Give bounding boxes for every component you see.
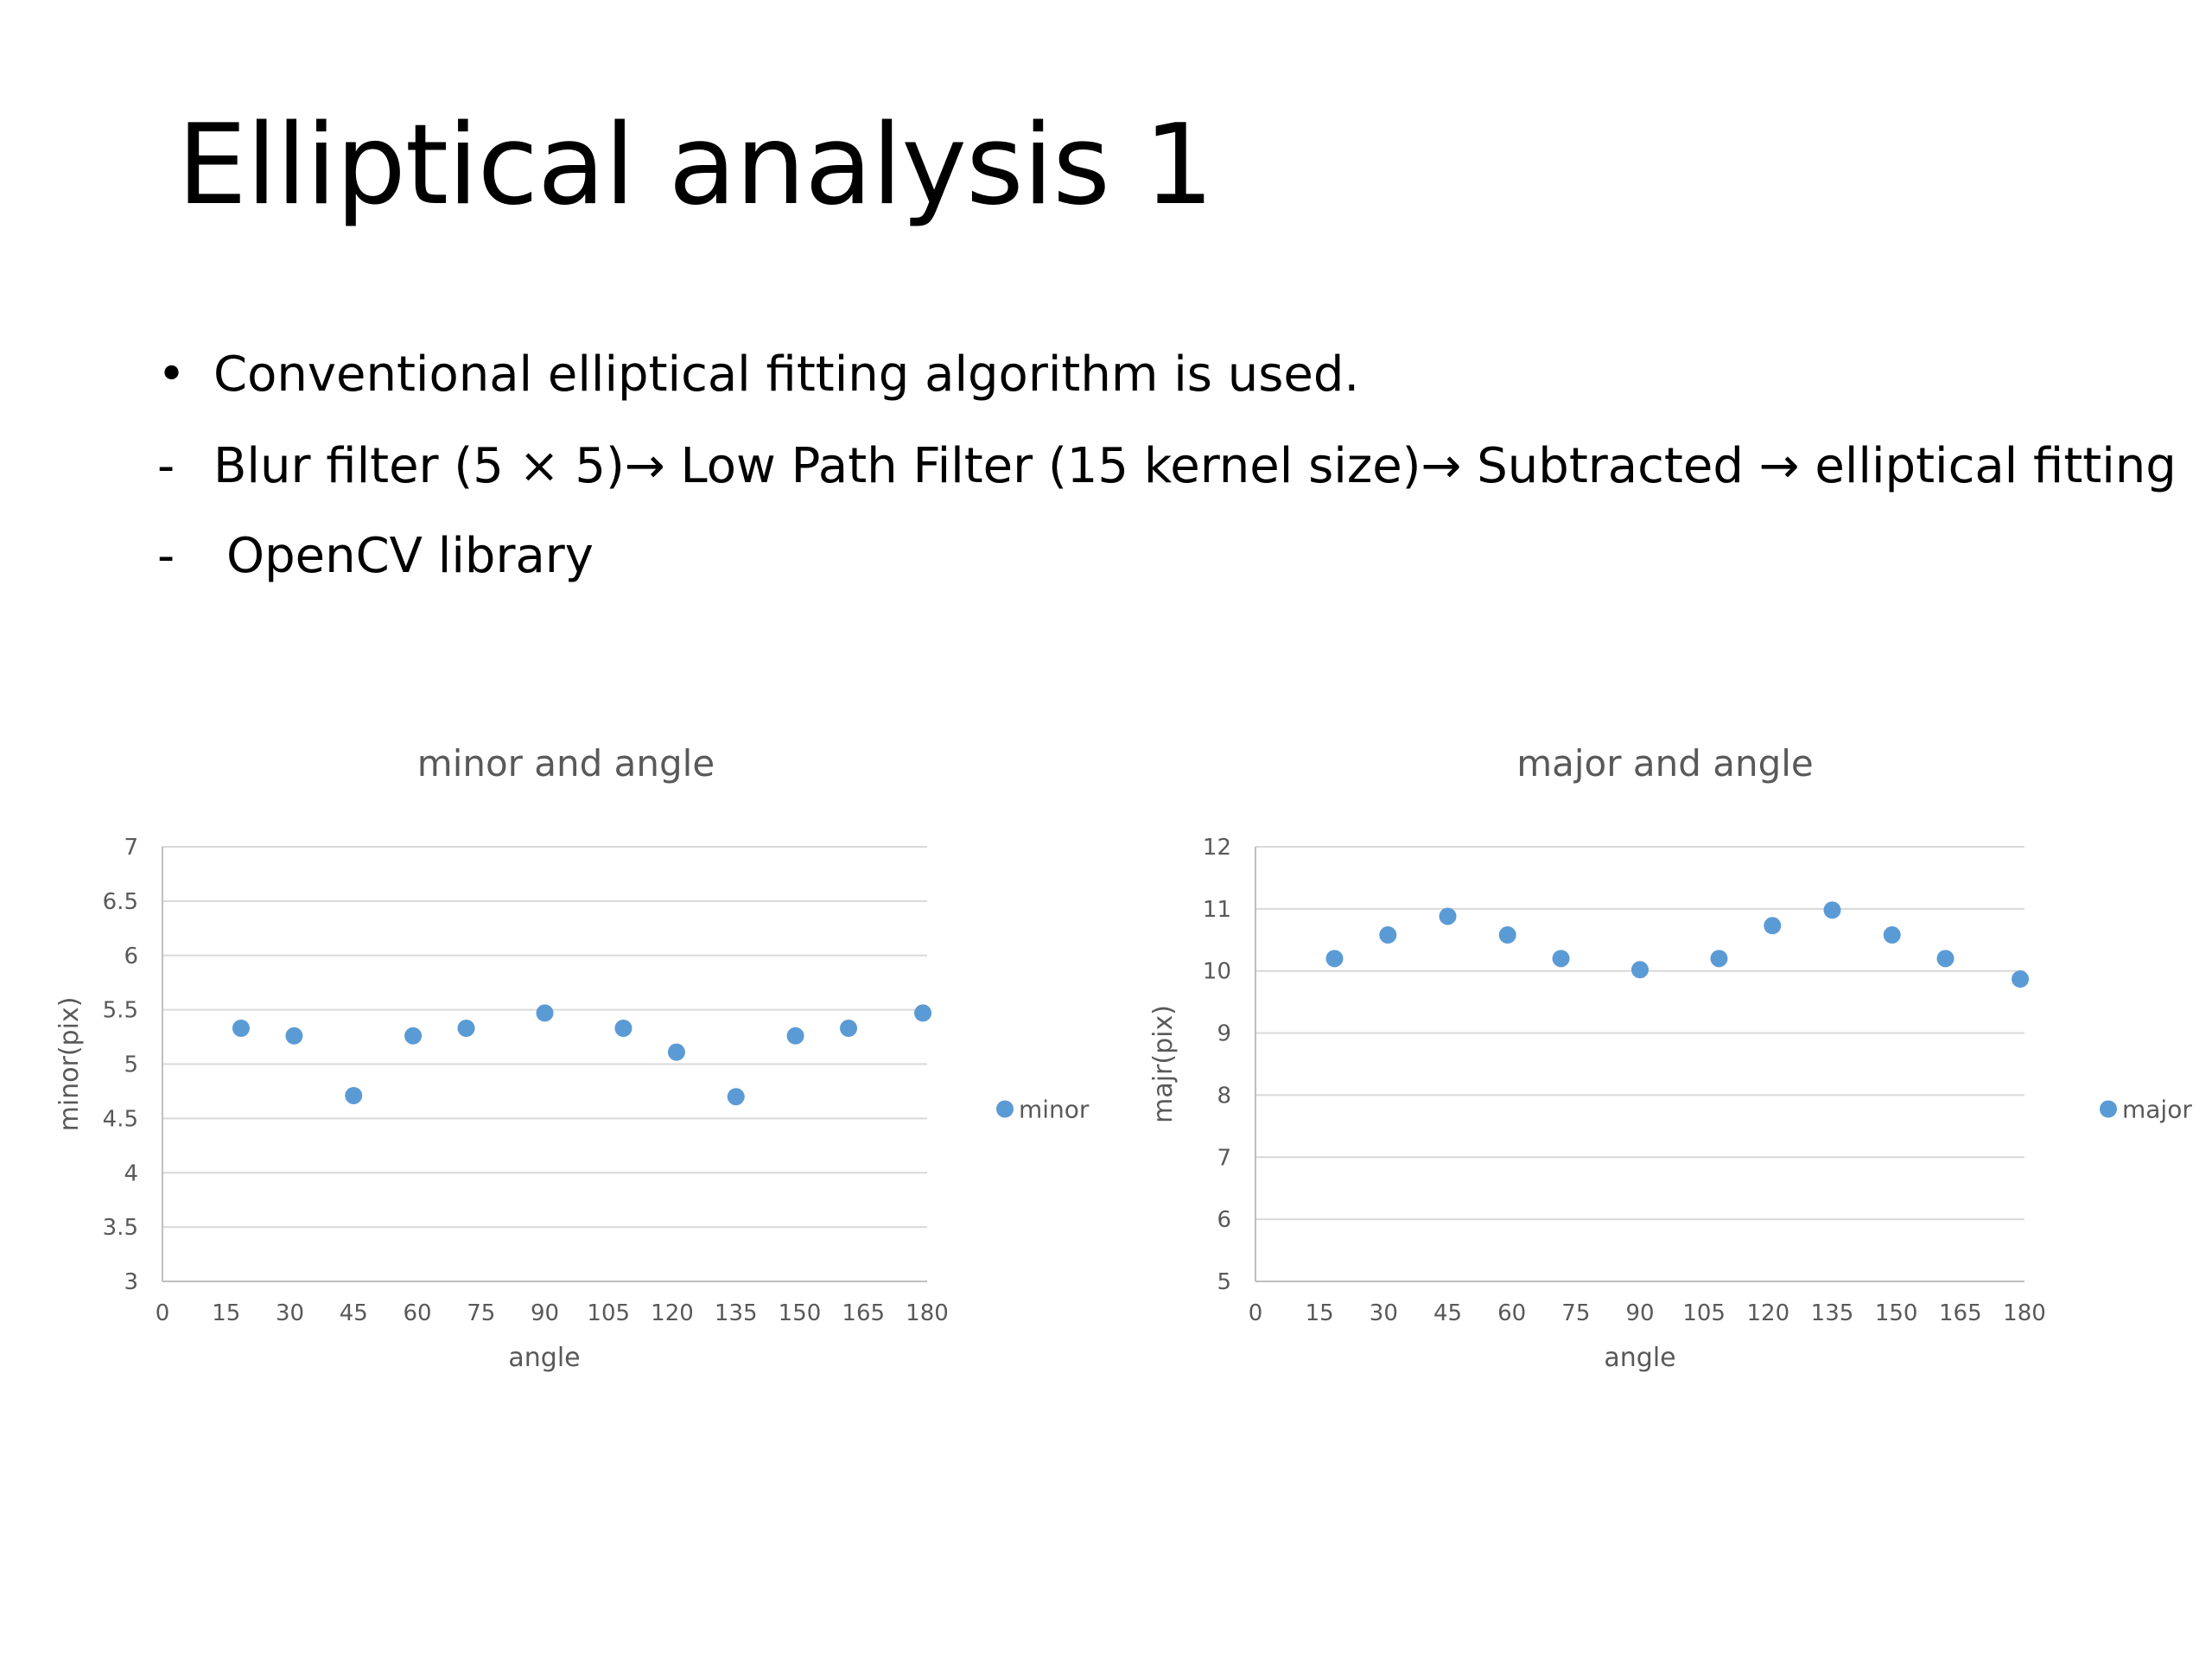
- x-tick-label: 0: [1249, 1300, 1263, 1326]
- x-tick-label: 75: [467, 1300, 495, 1326]
- x-tick-label: 105: [587, 1300, 630, 1326]
- x-tick-label: 150: [779, 1300, 822, 1326]
- data-point: [1936, 950, 1955, 968]
- y-tick-label: 12: [1203, 835, 1231, 861]
- y-tick-label: 6.5: [103, 889, 138, 915]
- legend-label: major: [2122, 1096, 2192, 1124]
- data-point: [404, 1027, 423, 1045]
- x-tick-label: 165: [1939, 1300, 1982, 1326]
- x-tick-label: 180: [906, 1300, 949, 1326]
- dash-marker: -: [157, 438, 175, 494]
- data-point: [536, 1004, 554, 1022]
- bullet-marker: •: [157, 346, 187, 403]
- data-point: [285, 1027, 303, 1045]
- x-axis-label: angle: [1604, 1343, 1675, 1373]
- chart-title: major and angle: [1516, 742, 1814, 785]
- y-axis-label: minor(pix): [54, 997, 85, 1132]
- x-tick-label: 60: [1497, 1300, 1526, 1326]
- data-point: [1379, 926, 1397, 944]
- data-point: [232, 1020, 250, 1038]
- y-tick-label: 11: [1203, 897, 1231, 923]
- y-tick-label: 7: [124, 835, 138, 861]
- x-tick-label: 30: [1370, 1300, 1398, 1326]
- y-tick-label: 5: [1217, 1269, 1231, 1295]
- x-axis-label: angle: [508, 1343, 580, 1373]
- y-tick-label: 6: [1217, 1207, 1231, 1233]
- y-axis-label: majr(pix): [1148, 1005, 1179, 1123]
- x-tick-label: 90: [531, 1300, 559, 1326]
- x-tick-label: 60: [403, 1300, 431, 1326]
- y-tick-label: 3.5: [103, 1215, 138, 1241]
- dash-marker: -: [157, 528, 175, 584]
- x-tick-label: 135: [715, 1300, 758, 1326]
- data-point: [840, 1020, 858, 1038]
- y-tick-label: 5: [124, 1052, 138, 1078]
- data-point: [457, 1020, 475, 1038]
- bullet-text: Blur filter (5 × 5)→ Low Path Filter (15…: [213, 438, 2177, 494]
- y-tick-label: 8: [1217, 1083, 1231, 1109]
- data-point: [1325, 950, 1344, 968]
- legend-marker: [2100, 1100, 2117, 1118]
- data-point: [1498, 926, 1516, 944]
- y-tick-label: 10: [1203, 959, 1231, 985]
- data-point: [1823, 901, 1841, 919]
- y-tick-label: 9: [1217, 1021, 1231, 1047]
- x-tick-label: 30: [276, 1300, 304, 1326]
- y-tick-label: 5.5: [103, 998, 138, 1024]
- data-point: [1710, 950, 1728, 968]
- data-point: [1764, 917, 1782, 935]
- data-point: [667, 1043, 685, 1061]
- slide-title: Elliptical analysis 1: [177, 101, 1214, 230]
- data-point: [614, 1020, 632, 1038]
- y-tick-label: 6: [124, 944, 138, 969]
- data-point: [914, 1004, 932, 1022]
- x-tick-label: 45: [340, 1300, 368, 1326]
- x-tick-label: 120: [651, 1300, 694, 1326]
- legend-marker: [996, 1100, 1014, 1118]
- y-tick-label: 3: [124, 1269, 138, 1295]
- y-tick-label: 4: [124, 1160, 138, 1186]
- x-tick-label: 120: [1747, 1300, 1790, 1326]
- data-point: [2012, 970, 2030, 988]
- x-tick-label: 90: [1625, 1300, 1654, 1326]
- x-tick-label: 150: [1875, 1300, 1918, 1326]
- chart-title: minor and angle: [417, 742, 715, 785]
- data-point: [1631, 961, 1649, 979]
- chart-minor-vs-angle: minor and angle 3 3.5 4 4.5 5 5.5 6 6.5 7 0 15 30 45 6…: [54, 742, 1090, 1373]
- x-tick-label: 180: [2003, 1300, 2046, 1326]
- data-point: [786, 1027, 804, 1045]
- x-tick-label: 135: [1811, 1300, 1854, 1326]
- data-point: [1883, 926, 1901, 944]
- x-tick-label: 75: [1561, 1300, 1590, 1326]
- x-tick-label: 165: [842, 1300, 885, 1326]
- bullet-text: OpenCV library: [226, 528, 594, 584]
- legend-label: minor: [1019, 1096, 1090, 1124]
- data-point: [1552, 950, 1570, 968]
- y-tick-label: 7: [1217, 1145, 1231, 1171]
- y-tick-label: 4.5: [103, 1106, 138, 1132]
- x-tick-label: 15: [212, 1300, 240, 1326]
- data-point: [345, 1086, 363, 1104]
- x-tick-label: 105: [1682, 1300, 1726, 1326]
- x-tick-label: 0: [156, 1300, 170, 1326]
- data-point: [1439, 907, 1457, 925]
- x-tick-label: 15: [1306, 1300, 1334, 1326]
- x-tick-label: 45: [1433, 1300, 1462, 1326]
- data-point: [727, 1088, 745, 1106]
- bullet-text: Conventional elliptical fitting algorith…: [213, 346, 1360, 403]
